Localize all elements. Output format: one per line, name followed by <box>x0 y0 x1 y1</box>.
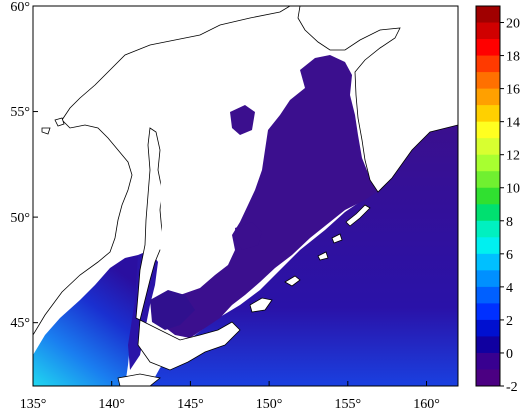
colorbar-swatch <box>476 138 500 156</box>
x-tick-label: 160° <box>413 397 440 412</box>
colorbar-swatch <box>476 336 500 354</box>
x-tick-label: 145° <box>177 397 204 412</box>
honshu-tip <box>117 373 161 386</box>
colorbar-swatch <box>476 154 500 172</box>
asia-mainland <box>33 6 291 336</box>
colorbar-swatch <box>476 270 500 288</box>
x-axis-labels: 135° 140° 145° 150° 155° 160° <box>20 397 440 412</box>
y-axis-labels: 60° 55° 50° 45° <box>10 0 30 331</box>
colorbar-swatch <box>476 352 500 370</box>
okhotsk-patch-west <box>235 222 262 250</box>
tatar-strait-water <box>128 250 158 370</box>
colorbar-swatch <box>476 39 500 57</box>
hokkaido-island <box>137 319 241 371</box>
map-frame <box>32 5 459 387</box>
colorbar-swatch <box>476 204 500 222</box>
colorbar-label: 12 <box>506 149 520 164</box>
colorbar-label: 20 <box>506 17 520 32</box>
colorbar-swatch <box>476 105 500 123</box>
colorbar-label: -2 <box>506 380 518 395</box>
colorbar-label: 16 <box>506 83 520 98</box>
colorbar-swatch <box>476 187 500 205</box>
y-tick-label: 45° <box>10 316 30 331</box>
y-tick-label: 50° <box>10 211 30 226</box>
kamchatka-land <box>297 6 458 193</box>
colorbar-label: 10 <box>506 182 520 197</box>
tick-marks <box>32 5 428 386</box>
colorbar-swatch <box>476 286 500 304</box>
colorbar-swatches <box>476 6 500 387</box>
x-tick-label: 140° <box>98 397 125 412</box>
colorbar-label: 6 <box>506 248 513 263</box>
colorbar-frame <box>475 5 501 387</box>
colorbar-swatch <box>476 171 500 189</box>
okhotsk-patch-north <box>230 105 255 135</box>
shantar-islands <box>41 117 65 135</box>
pacific-ocean-field <box>150 125 458 386</box>
y-tick-label: 60° <box>10 0 30 15</box>
colorbar-swatch <box>476 303 500 321</box>
x-tick-label: 135° <box>20 397 47 412</box>
okhotsk-ice-cover <box>160 120 250 282</box>
x-tick-label: 155° <box>334 397 361 412</box>
map-panel <box>33 6 458 386</box>
colorbar-label: 18 <box>506 50 520 65</box>
okhotsk-open-water <box>162 55 380 338</box>
colorbar-swatch <box>476 220 500 238</box>
sea-of-japan-field <box>33 255 140 386</box>
colorbar-label: 0 <box>506 347 513 362</box>
colorbar-swatch <box>476 72 500 90</box>
kuril-islands <box>249 204 371 313</box>
south-okhotsk-water <box>150 290 195 330</box>
colorbar-swatch <box>476 237 500 255</box>
colorbar-swatch <box>476 6 500 24</box>
x-tick-label: 150° <box>256 397 283 412</box>
colorbar-label: 8 <box>506 215 513 230</box>
colorbar-swatch <box>476 88 500 106</box>
colorbar-swatch <box>476 55 500 73</box>
colorbar-swatch <box>476 253 500 271</box>
colorbar-swatch <box>476 22 500 40</box>
colorbar-label: 2 <box>506 314 513 329</box>
colorbar-swatch <box>476 369 500 387</box>
colorbar-label: 14 <box>506 116 520 131</box>
colorbar-swatch <box>476 319 500 337</box>
colorbar-label: 4 <box>506 281 513 296</box>
y-tick-label: 55° <box>10 105 30 120</box>
colorbar-swatch <box>476 121 500 139</box>
